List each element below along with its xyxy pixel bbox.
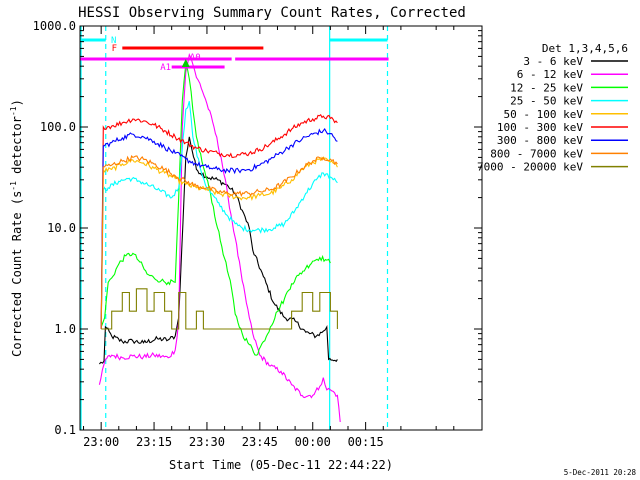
legend-label: 50 - 100 keV xyxy=(504,108,584,121)
y-tick-label: 1.0 xyxy=(54,322,76,336)
y-label-main: Corrected Count Rate (s xyxy=(10,191,24,357)
legend-label: 12 - 25 keV xyxy=(510,81,583,94)
flag-label: A1 xyxy=(160,63,171,73)
x-tick-label: 23:00 xyxy=(83,435,119,449)
y-tick-label: 0.1 xyxy=(54,423,76,437)
series-line-7 xyxy=(100,155,338,330)
legend-label: 7000 - 20000 keV xyxy=(477,161,583,174)
series-line-5 xyxy=(100,113,338,330)
x-tick-label: 23:15 xyxy=(136,435,172,449)
series-line-2 xyxy=(100,63,331,356)
legend-label: 3 - 6 keV xyxy=(523,55,583,68)
flag-marker-triangle xyxy=(181,59,190,67)
y-label-end: ) xyxy=(10,99,24,106)
timestamp: 5-Dec-2011 20:28 xyxy=(564,468,637,477)
series-line-0 xyxy=(98,136,338,365)
legend-label: 100 - 300 keV xyxy=(497,121,583,134)
y-tick-label: 1000.0 xyxy=(33,19,76,33)
y-label-mid: detector xyxy=(10,116,24,181)
plot-frame xyxy=(79,25,483,431)
chart-title: HESSI Observing Summary Count Rates, Cor… xyxy=(78,5,466,21)
series-line-6 xyxy=(100,128,338,330)
legend-label: 300 - 800 keV xyxy=(497,134,583,147)
x-axis-label: Start Time (05-Dec-11 22:44:22) xyxy=(169,458,393,472)
legend-title: Det 1,3,4,5,6 xyxy=(542,42,628,55)
x-tick-label: 23:45 xyxy=(242,435,278,449)
series-line-8 xyxy=(101,288,338,330)
flag-label: N xyxy=(111,36,116,46)
flag-marker-label: A0 xyxy=(190,53,201,63)
legend-label: 6 - 12 keV xyxy=(517,68,584,81)
y-label-exp1: -1 xyxy=(9,181,18,191)
flag-label: F xyxy=(112,44,117,54)
x-tick-label: 00:15 xyxy=(348,435,384,449)
legend-label: 800 - 7000 keV xyxy=(490,147,583,160)
series-line-3 xyxy=(100,101,338,330)
y-axis-label: Corrected Count Rate (s-1 detector-1) xyxy=(9,99,24,357)
legend-label: 25 - 50 keV xyxy=(510,95,583,108)
series-line-4 xyxy=(100,156,338,330)
x-tick-label: 23:30 xyxy=(189,435,225,449)
x-tick-label: 00:00 xyxy=(295,435,331,449)
y-label-exp2: -1 xyxy=(9,106,18,116)
y-tick-label: 100.0 xyxy=(40,120,76,134)
y-tick-label: 10.0 xyxy=(47,221,76,235)
